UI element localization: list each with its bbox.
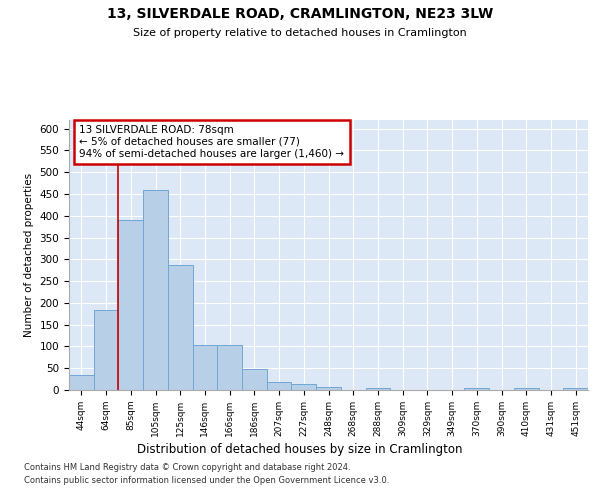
Bar <box>118 220 143 390</box>
Bar <box>242 369 267 390</box>
Bar <box>563 388 588 390</box>
Bar <box>143 190 168 390</box>
Text: Size of property relative to detached houses in Cramlington: Size of property relative to detached ho… <box>133 28 467 38</box>
Bar <box>514 388 539 390</box>
Bar <box>94 310 118 390</box>
Text: Contains public sector information licensed under the Open Government Licence v3: Contains public sector information licen… <box>24 476 389 485</box>
Bar <box>267 382 292 390</box>
Bar <box>316 386 341 390</box>
Bar <box>365 388 390 390</box>
Y-axis label: Number of detached properties: Number of detached properties <box>24 173 34 337</box>
Bar <box>464 388 489 390</box>
Text: 13 SILVERDALE ROAD: 78sqm
← 5% of detached houses are smaller (77)
94% of semi-d: 13 SILVERDALE ROAD: 78sqm ← 5% of detach… <box>79 126 344 158</box>
Bar <box>217 345 242 390</box>
Text: 13, SILVERDALE ROAD, CRAMLINGTON, NE23 3LW: 13, SILVERDALE ROAD, CRAMLINGTON, NE23 3… <box>107 8 493 22</box>
Bar <box>168 264 193 390</box>
Text: Contains HM Land Registry data © Crown copyright and database right 2024.: Contains HM Land Registry data © Crown c… <box>24 464 350 472</box>
Text: Distribution of detached houses by size in Cramlington: Distribution of detached houses by size … <box>137 442 463 456</box>
Bar <box>193 345 217 390</box>
Bar <box>292 384 316 390</box>
Bar <box>69 375 94 390</box>
